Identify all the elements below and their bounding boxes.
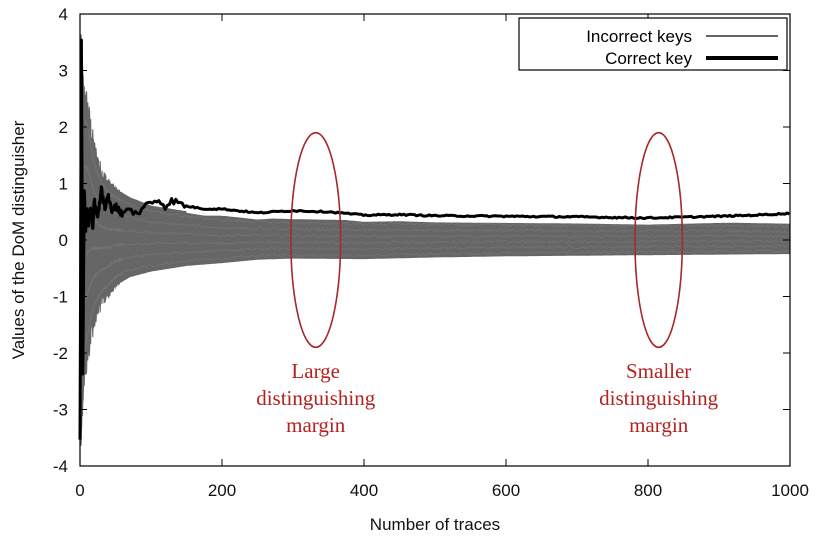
y-tick-label: -2 bbox=[53, 344, 68, 363]
annotation-ellipse-1 bbox=[290, 131, 342, 349]
x-tick-label: 600 bbox=[492, 481, 520, 500]
incorrect-key-trace bbox=[79, 239, 791, 274]
annotation-text-2: distinguishing bbox=[599, 386, 719, 410]
y-tick-label: -1 bbox=[53, 288, 68, 307]
annotations: Large distinguishing margin Smaller distingu… bbox=[256, 131, 719, 437]
legend: Incorrect keys Correct key bbox=[518, 17, 788, 71]
axes: -4 -3 -2 -1 0 1 2 3 4 0 200 400 600 800 1000 Number of … bbox=[9, 5, 809, 534]
y-tick-label: 1 bbox=[59, 175, 68, 194]
annotation-ellipse-2 bbox=[634, 131, 684, 349]
annotation-text-1: distinguishing bbox=[256, 386, 376, 410]
x-tick-label: 800 bbox=[634, 481, 662, 500]
x-tick-label: 200 bbox=[208, 481, 236, 500]
incorrect-key-trace bbox=[79, 249, 791, 405]
x-tick-label: 400 bbox=[350, 481, 378, 500]
annotation-text-1: Large bbox=[291, 359, 340, 383]
y-tick-label: -3 bbox=[53, 401, 68, 420]
y-tick-label: 4 bbox=[59, 5, 68, 24]
y-tick-label: 3 bbox=[59, 62, 68, 81]
incorrect-key-trace bbox=[79, 141, 791, 234]
legend-label-correct: Correct key bbox=[605, 49, 692, 68]
y-tick-label: -4 bbox=[53, 457, 68, 476]
annotation-text-2: margin bbox=[629, 413, 689, 437]
incorrect-key-trace bbox=[79, 206, 791, 239]
separation-gap bbox=[186, 210, 789, 225]
legend-box bbox=[518, 17, 788, 71]
x-tick-label: 0 bbox=[75, 481, 84, 500]
annotation-text-2: Smaller bbox=[626, 359, 691, 383]
x-axis-label: Number of traces bbox=[370, 515, 500, 534]
y-axis-label: Values of the DoM distinguisher bbox=[9, 120, 28, 359]
y-tick-label: 2 bbox=[59, 118, 68, 137]
annotation-text-1: margin bbox=[286, 413, 346, 437]
incorrect-key-trace bbox=[79, 244, 791, 339]
legend-label-incorrect: Incorrect keys bbox=[586, 27, 692, 46]
x-tick-label: 1000 bbox=[771, 481, 809, 500]
y-tick-label: 0 bbox=[59, 231, 68, 250]
